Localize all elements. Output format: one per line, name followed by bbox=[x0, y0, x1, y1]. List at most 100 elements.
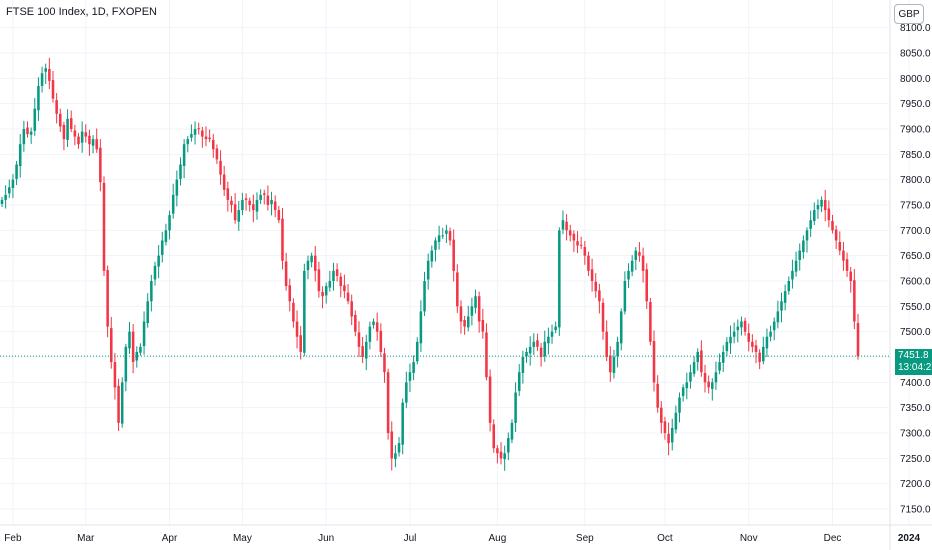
candle-body bbox=[117, 385, 120, 423]
price-tick-label: 7800.0 bbox=[900, 175, 931, 186]
candle-body bbox=[113, 362, 117, 388]
time-tick-label: Aug bbox=[488, 533, 506, 544]
candle-body bbox=[536, 340, 539, 347]
candle-body bbox=[255, 199, 259, 212]
candle-body bbox=[481, 320, 485, 332]
candle-body bbox=[252, 204, 255, 211]
candle-body bbox=[667, 433, 670, 444]
candle-body bbox=[649, 302, 652, 342]
candle-body bbox=[197, 128, 200, 130]
candle-body bbox=[743, 320, 747, 332]
candle-body bbox=[0, 199, 4, 204]
candle-body bbox=[211, 139, 215, 150]
candle-body bbox=[470, 306, 474, 316]
candle-body bbox=[423, 281, 426, 312]
candle-body bbox=[689, 372, 692, 382]
price-tick-label: 8050.0 bbox=[900, 49, 931, 60]
last-price-tag: 7451.8 13:04:27 bbox=[895, 349, 932, 375]
candle-body bbox=[594, 281, 598, 292]
candle-body bbox=[605, 331, 608, 357]
candle-body bbox=[8, 187, 11, 194]
candle-body bbox=[692, 362, 696, 374]
candle-body bbox=[69, 118, 73, 129]
candle-body bbox=[88, 135, 91, 145]
candle-body bbox=[292, 302, 295, 322]
candle-body bbox=[772, 321, 776, 331]
candle-body bbox=[135, 351, 139, 361]
candle-body bbox=[674, 412, 678, 430]
candle-body bbox=[652, 341, 656, 383]
candle-body bbox=[641, 255, 645, 271]
time-tick-label: Jun bbox=[318, 533, 334, 544]
candle-body bbox=[408, 372, 412, 381]
candle-body bbox=[201, 130, 204, 137]
candle-body bbox=[259, 194, 262, 200]
candle-body bbox=[656, 383, 659, 408]
candle-body bbox=[95, 139, 98, 150]
candle-body bbox=[849, 271, 852, 281]
candle-body bbox=[703, 372, 707, 383]
price-tick-label: 8000.0 bbox=[900, 74, 931, 85]
candle-body bbox=[514, 392, 517, 423]
candle-body bbox=[361, 346, 364, 357]
time-axis[interactable]: FebMarAprMayJunJulAugSepOctNovDec202422 bbox=[4, 533, 932, 544]
candle-body bbox=[616, 341, 619, 357]
candle-body bbox=[295, 321, 299, 337]
candle-body bbox=[539, 347, 543, 357]
candle-body bbox=[346, 292, 350, 302]
time-tick-label: 2024 bbox=[898, 533, 921, 544]
candle-body bbox=[419, 311, 423, 344]
candle-body bbox=[303, 270, 306, 353]
candle-body bbox=[37, 85, 40, 111]
candle-body bbox=[386, 372, 390, 433]
candle-body bbox=[517, 372, 521, 391]
candle-body bbox=[660, 407, 663, 423]
candle-body bbox=[463, 320, 466, 327]
candle-body bbox=[168, 215, 171, 231]
candle-body bbox=[59, 113, 62, 127]
candle-body bbox=[18, 144, 22, 166]
candle-body bbox=[310, 255, 313, 263]
candle-body bbox=[84, 132, 88, 137]
candle-body bbox=[405, 382, 408, 403]
candle-body bbox=[798, 250, 801, 260]
candle-body bbox=[226, 188, 230, 200]
time-tick-label: Feb bbox=[4, 533, 22, 544]
candle-body bbox=[762, 346, 765, 362]
candle-body bbox=[299, 335, 302, 352]
candle-body bbox=[787, 281, 791, 292]
candle-body bbox=[547, 336, 550, 344]
candle-body bbox=[561, 220, 565, 230]
candle-body bbox=[507, 438, 510, 453]
candle-body bbox=[277, 210, 281, 221]
candle-body bbox=[499, 451, 503, 459]
candle-body bbox=[390, 431, 394, 459]
bar-countdown: 13:04:27 bbox=[898, 362, 932, 373]
candle-body bbox=[412, 362, 415, 373]
candle-body bbox=[485, 332, 488, 378]
candle-body bbox=[474, 296, 477, 308]
price-tick-label: 7600.0 bbox=[900, 277, 931, 288]
candle-body bbox=[339, 276, 343, 287]
candle-body bbox=[437, 235, 441, 242]
price-tick-label: 7150.0 bbox=[900, 505, 931, 516]
currency-button[interactable]: GBP bbox=[894, 4, 924, 24]
candle-body bbox=[4, 194, 7, 200]
candle-body bbox=[26, 127, 29, 135]
candle-body bbox=[426, 260, 430, 280]
candle-body bbox=[328, 281, 332, 288]
candle-body bbox=[754, 345, 758, 352]
price-tick-label: 7250.0 bbox=[900, 454, 931, 465]
candle-body bbox=[510, 422, 514, 440]
price-tick-label: 7900.0 bbox=[900, 125, 931, 136]
candle-body bbox=[583, 247, 587, 256]
price-axis[interactable]: 8100.0 8050.0 8000.0 7950.0 7900.0 7850.0 7800… bbox=[900, 23, 931, 515]
candle-body bbox=[780, 301, 783, 311]
candle-body bbox=[645, 269, 649, 302]
candle-body bbox=[823, 199, 827, 211]
candle-body bbox=[208, 137, 211, 140]
candle-body bbox=[809, 220, 812, 229]
candle-body bbox=[190, 134, 193, 138]
